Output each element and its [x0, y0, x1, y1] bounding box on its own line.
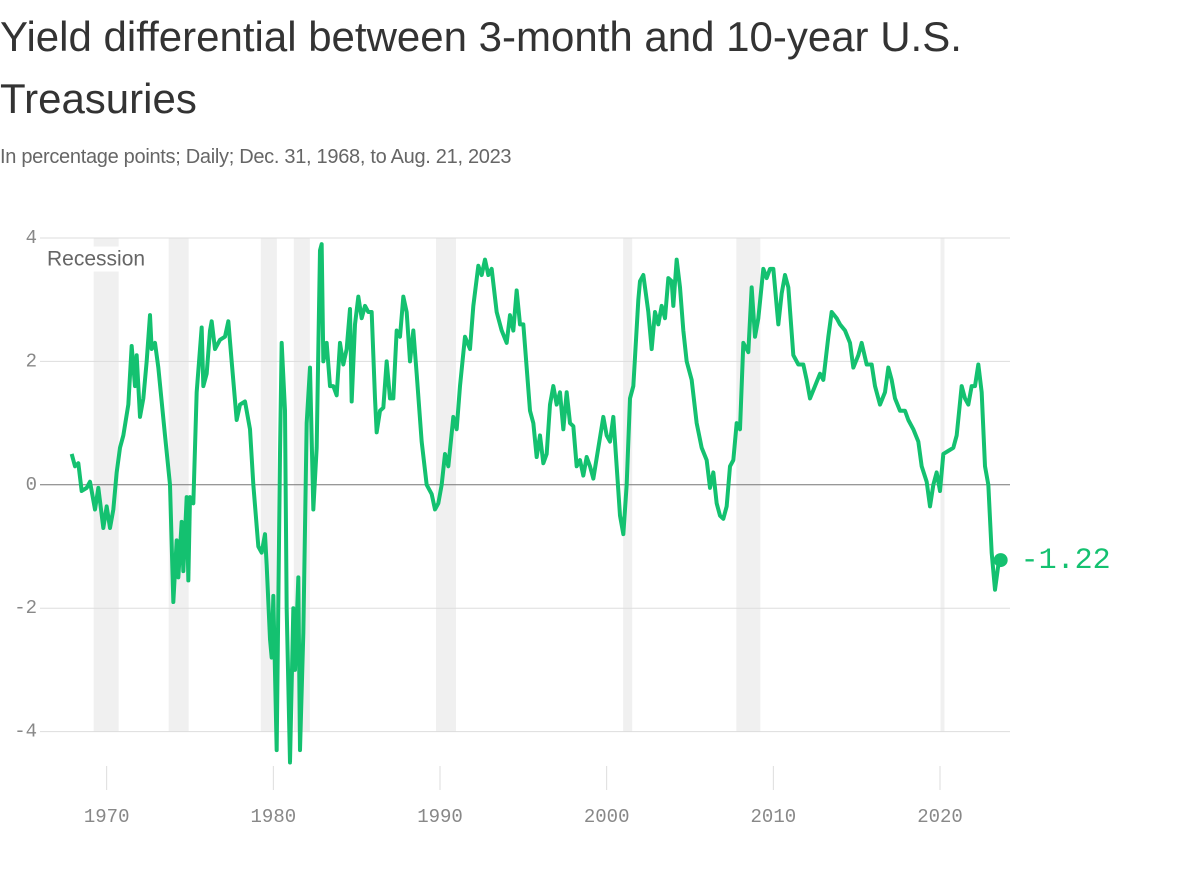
end-point [993, 553, 1008, 568]
x-tick-label: 1980 [251, 806, 297, 828]
recession-label-bg [44, 246, 149, 272]
x-tick-label: 2000 [584, 806, 630, 828]
y-tick-label: 4 [26, 227, 37, 249]
end-label: -1.22 [1021, 544, 1111, 578]
y-tick-label: -2 [14, 597, 37, 619]
y-tick-label: 2 [26, 350, 37, 372]
x-tick-label: 2010 [751, 806, 797, 828]
data-line [69, 242, 1003, 765]
y-tick-label: -4 [14, 721, 37, 743]
x-tick-label: 2020 [917, 806, 963, 828]
x-tick-label: 1970 [84, 806, 130, 828]
chart-title: Yield differential between 3-month and 1… [0, 13, 962, 122]
y-tick-label: 0 [26, 474, 37, 496]
chart-subtitle: In percentage points; Daily; Dec. 31, 19… [0, 146, 512, 168]
x-tick-label: 1990 [417, 806, 463, 828]
recession-label: Recession [47, 248, 145, 271]
